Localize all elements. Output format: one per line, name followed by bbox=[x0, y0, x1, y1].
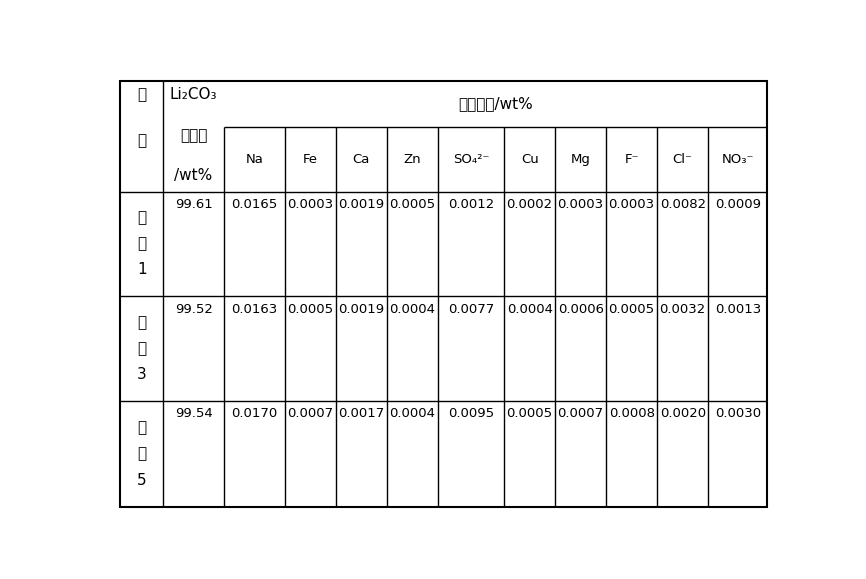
Text: 0.0003: 0.0003 bbox=[558, 198, 604, 211]
Text: 批: 批 bbox=[137, 87, 146, 102]
Text: 0.0003: 0.0003 bbox=[288, 198, 333, 211]
Text: Fe: Fe bbox=[303, 153, 318, 166]
Text: 0.0019: 0.0019 bbox=[338, 198, 385, 211]
Text: 0.0007: 0.0007 bbox=[558, 407, 604, 420]
Text: 0.0095: 0.0095 bbox=[448, 407, 494, 420]
Text: 0.0005: 0.0005 bbox=[507, 407, 553, 420]
Text: 0.0030: 0.0030 bbox=[714, 407, 761, 420]
Text: 0.0004: 0.0004 bbox=[507, 303, 553, 316]
Text: 0.0004: 0.0004 bbox=[389, 407, 436, 420]
Text: 例: 例 bbox=[137, 341, 146, 356]
Text: 99.52: 99.52 bbox=[175, 303, 212, 316]
Text: SO₄²⁻: SO₄²⁻ bbox=[453, 153, 489, 166]
Text: 0.0170: 0.0170 bbox=[231, 407, 277, 420]
Text: 0.0019: 0.0019 bbox=[338, 303, 385, 316]
Text: 号: 号 bbox=[137, 133, 146, 148]
Text: 0.0020: 0.0020 bbox=[660, 407, 706, 420]
Text: 0.0005: 0.0005 bbox=[288, 303, 333, 316]
Text: Cl⁻: Cl⁻ bbox=[673, 153, 693, 166]
Text: 例: 例 bbox=[137, 446, 146, 461]
Text: 主含量: 主含量 bbox=[180, 129, 207, 144]
Text: 0.0002: 0.0002 bbox=[507, 198, 553, 211]
Text: 0.0032: 0.0032 bbox=[660, 303, 706, 316]
Text: 0.0007: 0.0007 bbox=[288, 407, 333, 420]
Text: Ca: Ca bbox=[352, 153, 370, 166]
Text: 0.0017: 0.0017 bbox=[338, 407, 385, 420]
Text: /wt%: /wt% bbox=[174, 168, 213, 182]
Text: 99.61: 99.61 bbox=[175, 198, 212, 211]
Text: 1: 1 bbox=[137, 262, 146, 277]
Text: 0.0004: 0.0004 bbox=[389, 303, 436, 316]
Text: 0.0003: 0.0003 bbox=[609, 198, 655, 211]
Text: 例: 例 bbox=[137, 236, 146, 251]
Text: 0.0077: 0.0077 bbox=[448, 303, 494, 316]
Text: 0.0009: 0.0009 bbox=[714, 198, 760, 211]
Text: Zn: Zn bbox=[404, 153, 421, 166]
Text: 0.0005: 0.0005 bbox=[609, 303, 655, 316]
Text: 0.0163: 0.0163 bbox=[231, 303, 277, 316]
Text: 杂质含量/wt%: 杂质含量/wt% bbox=[458, 97, 533, 111]
Text: 0.0012: 0.0012 bbox=[448, 198, 494, 211]
Text: 0.0082: 0.0082 bbox=[660, 198, 706, 211]
Text: 0.0008: 0.0008 bbox=[609, 407, 655, 420]
Text: NO₃⁻: NO₃⁻ bbox=[721, 153, 754, 166]
Text: F⁻: F⁻ bbox=[624, 153, 639, 166]
Text: 5: 5 bbox=[137, 473, 146, 488]
Text: 99.54: 99.54 bbox=[175, 407, 212, 420]
Text: 3: 3 bbox=[137, 367, 146, 382]
Text: Na: Na bbox=[245, 153, 263, 166]
Text: 实: 实 bbox=[137, 420, 146, 435]
Text: 0.0165: 0.0165 bbox=[231, 198, 277, 211]
Text: Li₂CO₃: Li₂CO₃ bbox=[170, 87, 217, 102]
Text: Cu: Cu bbox=[520, 153, 539, 166]
Text: 实: 实 bbox=[137, 210, 146, 225]
Text: 0.0005: 0.0005 bbox=[389, 198, 436, 211]
Text: 实: 实 bbox=[137, 315, 146, 329]
Text: Mg: Mg bbox=[571, 153, 591, 166]
Text: 0.0013: 0.0013 bbox=[714, 303, 761, 316]
Text: 0.0006: 0.0006 bbox=[558, 303, 604, 316]
